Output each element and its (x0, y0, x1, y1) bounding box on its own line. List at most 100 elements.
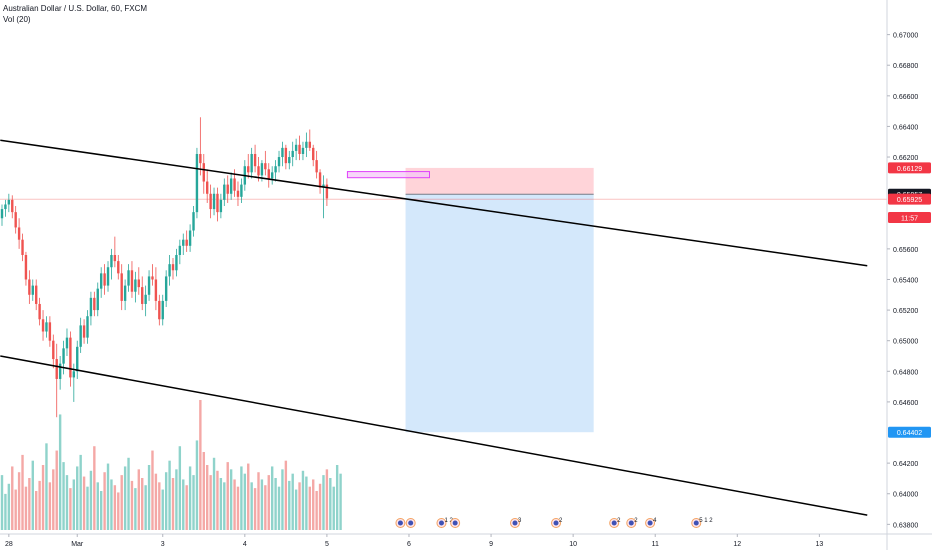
volume-bar (318, 483, 322, 530)
trendlines[interactable] (0, 139, 868, 516)
price-tick-label: 0.64200 (893, 461, 918, 468)
candle-body (164, 276, 168, 301)
candle-body (82, 325, 86, 338)
candle-body (185, 239, 188, 246)
candle-body (28, 279, 31, 295)
time-tick-label: 3 (161, 541, 165, 548)
price-tick-label: 0.64600 (893, 400, 918, 407)
candle-body (250, 153, 253, 173)
channel-trendline (0, 139, 868, 267)
candle-body (76, 346, 79, 372)
price-badge (888, 162, 931, 174)
candle-body (151, 276, 154, 280)
volume-bar (106, 463, 110, 530)
event-flag-icon (452, 520, 458, 526)
volume-bar (209, 475, 212, 530)
candle-body (284, 147, 288, 164)
volume-bar (0, 475, 4, 530)
volume-bar (48, 482, 52, 530)
candle-body (298, 144, 301, 154)
volume-bar (38, 480, 41, 530)
event-markers[interactable]: 1 2 3 2 2 2 4 5 1 2 (395, 518, 713, 528)
candle-body (120, 273, 123, 301)
short-position-tool[interactable] (0, 167, 887, 433)
volume-bar (99, 491, 103, 530)
volume-bar (123, 466, 127, 530)
candle-body (134, 279, 137, 292)
candle-body (192, 212, 195, 231)
volume-bar (168, 460, 171, 530)
volume-bar (134, 488, 137, 530)
marked-zone-rectangle (346, 171, 431, 179)
volume-bar (11, 466, 14, 530)
volume-bar (93, 446, 96, 530)
candle-body (72, 371, 76, 378)
candle-body (0, 209, 4, 219)
candle-body (247, 166, 250, 173)
candle-body (35, 285, 38, 304)
volume-bar (257, 472, 260, 530)
volume-bar (17, 472, 21, 530)
candle-body (233, 178, 236, 191)
price-badge-label: 11:57 (901, 215, 918, 222)
volume-bar (110, 479, 113, 530)
candle-body (305, 141, 308, 148)
event-flag-icon (438, 520, 444, 526)
event-count-label: 2 (634, 518, 638, 524)
volume-bar (247, 463, 250, 530)
volume-bar (305, 476, 308, 530)
volume-bar (69, 488, 72, 530)
candle-body (113, 254, 117, 262)
candle-body (117, 261, 120, 274)
event-flag-icon (693, 520, 699, 526)
event-flag-icon (408, 520, 414, 526)
candle-body (236, 190, 240, 197)
volume-bar (28, 478, 31, 530)
event-flag-icon (553, 520, 559, 526)
volume-bar (178, 446, 182, 530)
candle-body (257, 166, 260, 176)
price-tick-label: 0.64800 (893, 369, 918, 376)
price-tick-label: 0.65000 (893, 339, 918, 346)
volume-bar (45, 443, 48, 530)
volume-bar (229, 469, 233, 530)
candle-body (219, 199, 223, 213)
volume-bar (117, 492, 120, 530)
candle-body (161, 300, 164, 320)
volume-bar (199, 400, 202, 530)
volume-bar (79, 454, 82, 530)
candle-body (178, 245, 182, 255)
volume-bar (206, 465, 209, 530)
volume-bar (236, 486, 240, 530)
candle-body (171, 264, 175, 271)
candle-body (195, 153, 199, 213)
volume-bar (233, 479, 236, 530)
candle-body (260, 163, 264, 176)
volume-bar (329, 478, 332, 530)
volume-indicator-label[interactable]: Vol (20) (3, 15, 31, 24)
candle-body (123, 285, 127, 301)
volume-bar (240, 466, 243, 530)
time-tick-label: 28 (5, 541, 13, 548)
chart-title: Australian Dollar / U.S. Dollar, 60, FXC… (3, 4, 148, 13)
volume-bar (250, 482, 253, 530)
volume-bar (281, 469, 284, 530)
candle-body (127, 270, 130, 286)
candle-body (315, 160, 318, 173)
volume-bar (274, 478, 277, 530)
volume-bar (288, 480, 291, 530)
candle-body (325, 184, 329, 199)
candle-body (216, 193, 219, 213)
volume-bar (58, 414, 62, 530)
price-tick-label: 0.66200 (893, 155, 918, 162)
volume-bar (4, 493, 7, 530)
volume-bar (89, 470, 93, 530)
candle-body (253, 153, 257, 167)
volume-bar (24, 486, 28, 530)
candle-body (288, 157, 291, 164)
event-count-label: 1 2 (444, 518, 453, 524)
candle-body (144, 294, 147, 304)
candle-body (89, 297, 93, 317)
